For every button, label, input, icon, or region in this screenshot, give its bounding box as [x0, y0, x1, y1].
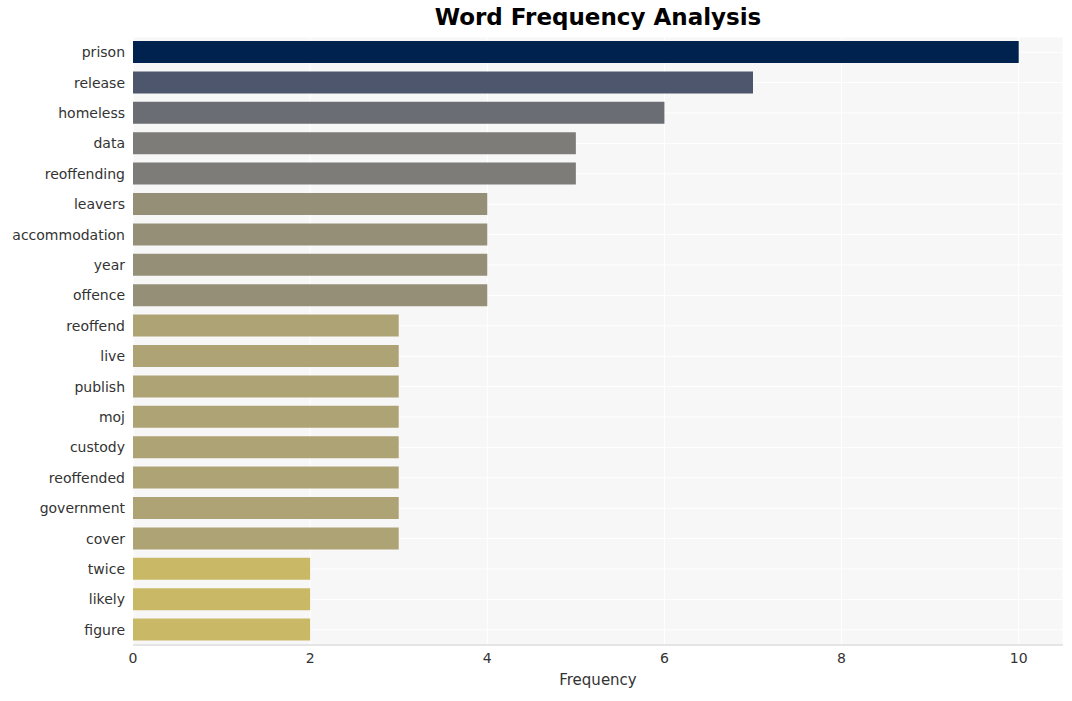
- svg-text:offence: offence: [73, 287, 125, 303]
- svg-text:reoffending: reoffending: [45, 166, 125, 182]
- svg-text:4: 4: [483, 650, 492, 666]
- svg-text:6: 6: [660, 650, 669, 666]
- svg-text:year: year: [94, 257, 125, 273]
- svg-text:reoffend: reoffend: [66, 318, 125, 334]
- svg-text:leavers: leavers: [74, 196, 125, 212]
- svg-text:0: 0: [129, 650, 138, 666]
- svg-text:homeless: homeless: [58, 105, 125, 121]
- svg-text:release: release: [74, 75, 125, 91]
- svg-text:moj: moj: [99, 409, 125, 425]
- svg-text:twice: twice: [88, 561, 125, 577]
- svg-text:likely: likely: [89, 591, 125, 607]
- svg-text:publish: publish: [74, 379, 125, 395]
- svg-text:8: 8: [837, 650, 846, 666]
- svg-text:reoffended: reoffended: [49, 470, 125, 486]
- svg-text:prison: prison: [82, 44, 125, 60]
- svg-text:data: data: [93, 135, 125, 151]
- svg-text:accommodation: accommodation: [12, 227, 125, 243]
- svg-text:2: 2: [306, 650, 315, 666]
- svg-text:government: government: [40, 500, 126, 516]
- svg-text:Frequency: Frequency: [559, 671, 637, 689]
- svg-text:custody: custody: [70, 439, 125, 455]
- svg-text:figure: figure: [84, 622, 125, 638]
- svg-text:cover: cover: [86, 531, 125, 547]
- html-text:Word Frequency Analysis: Word Frequency Analysis: [434, 4, 762, 30]
- svg-text:live: live: [100, 348, 125, 364]
- svg-text:10: 10: [1010, 650, 1028, 666]
